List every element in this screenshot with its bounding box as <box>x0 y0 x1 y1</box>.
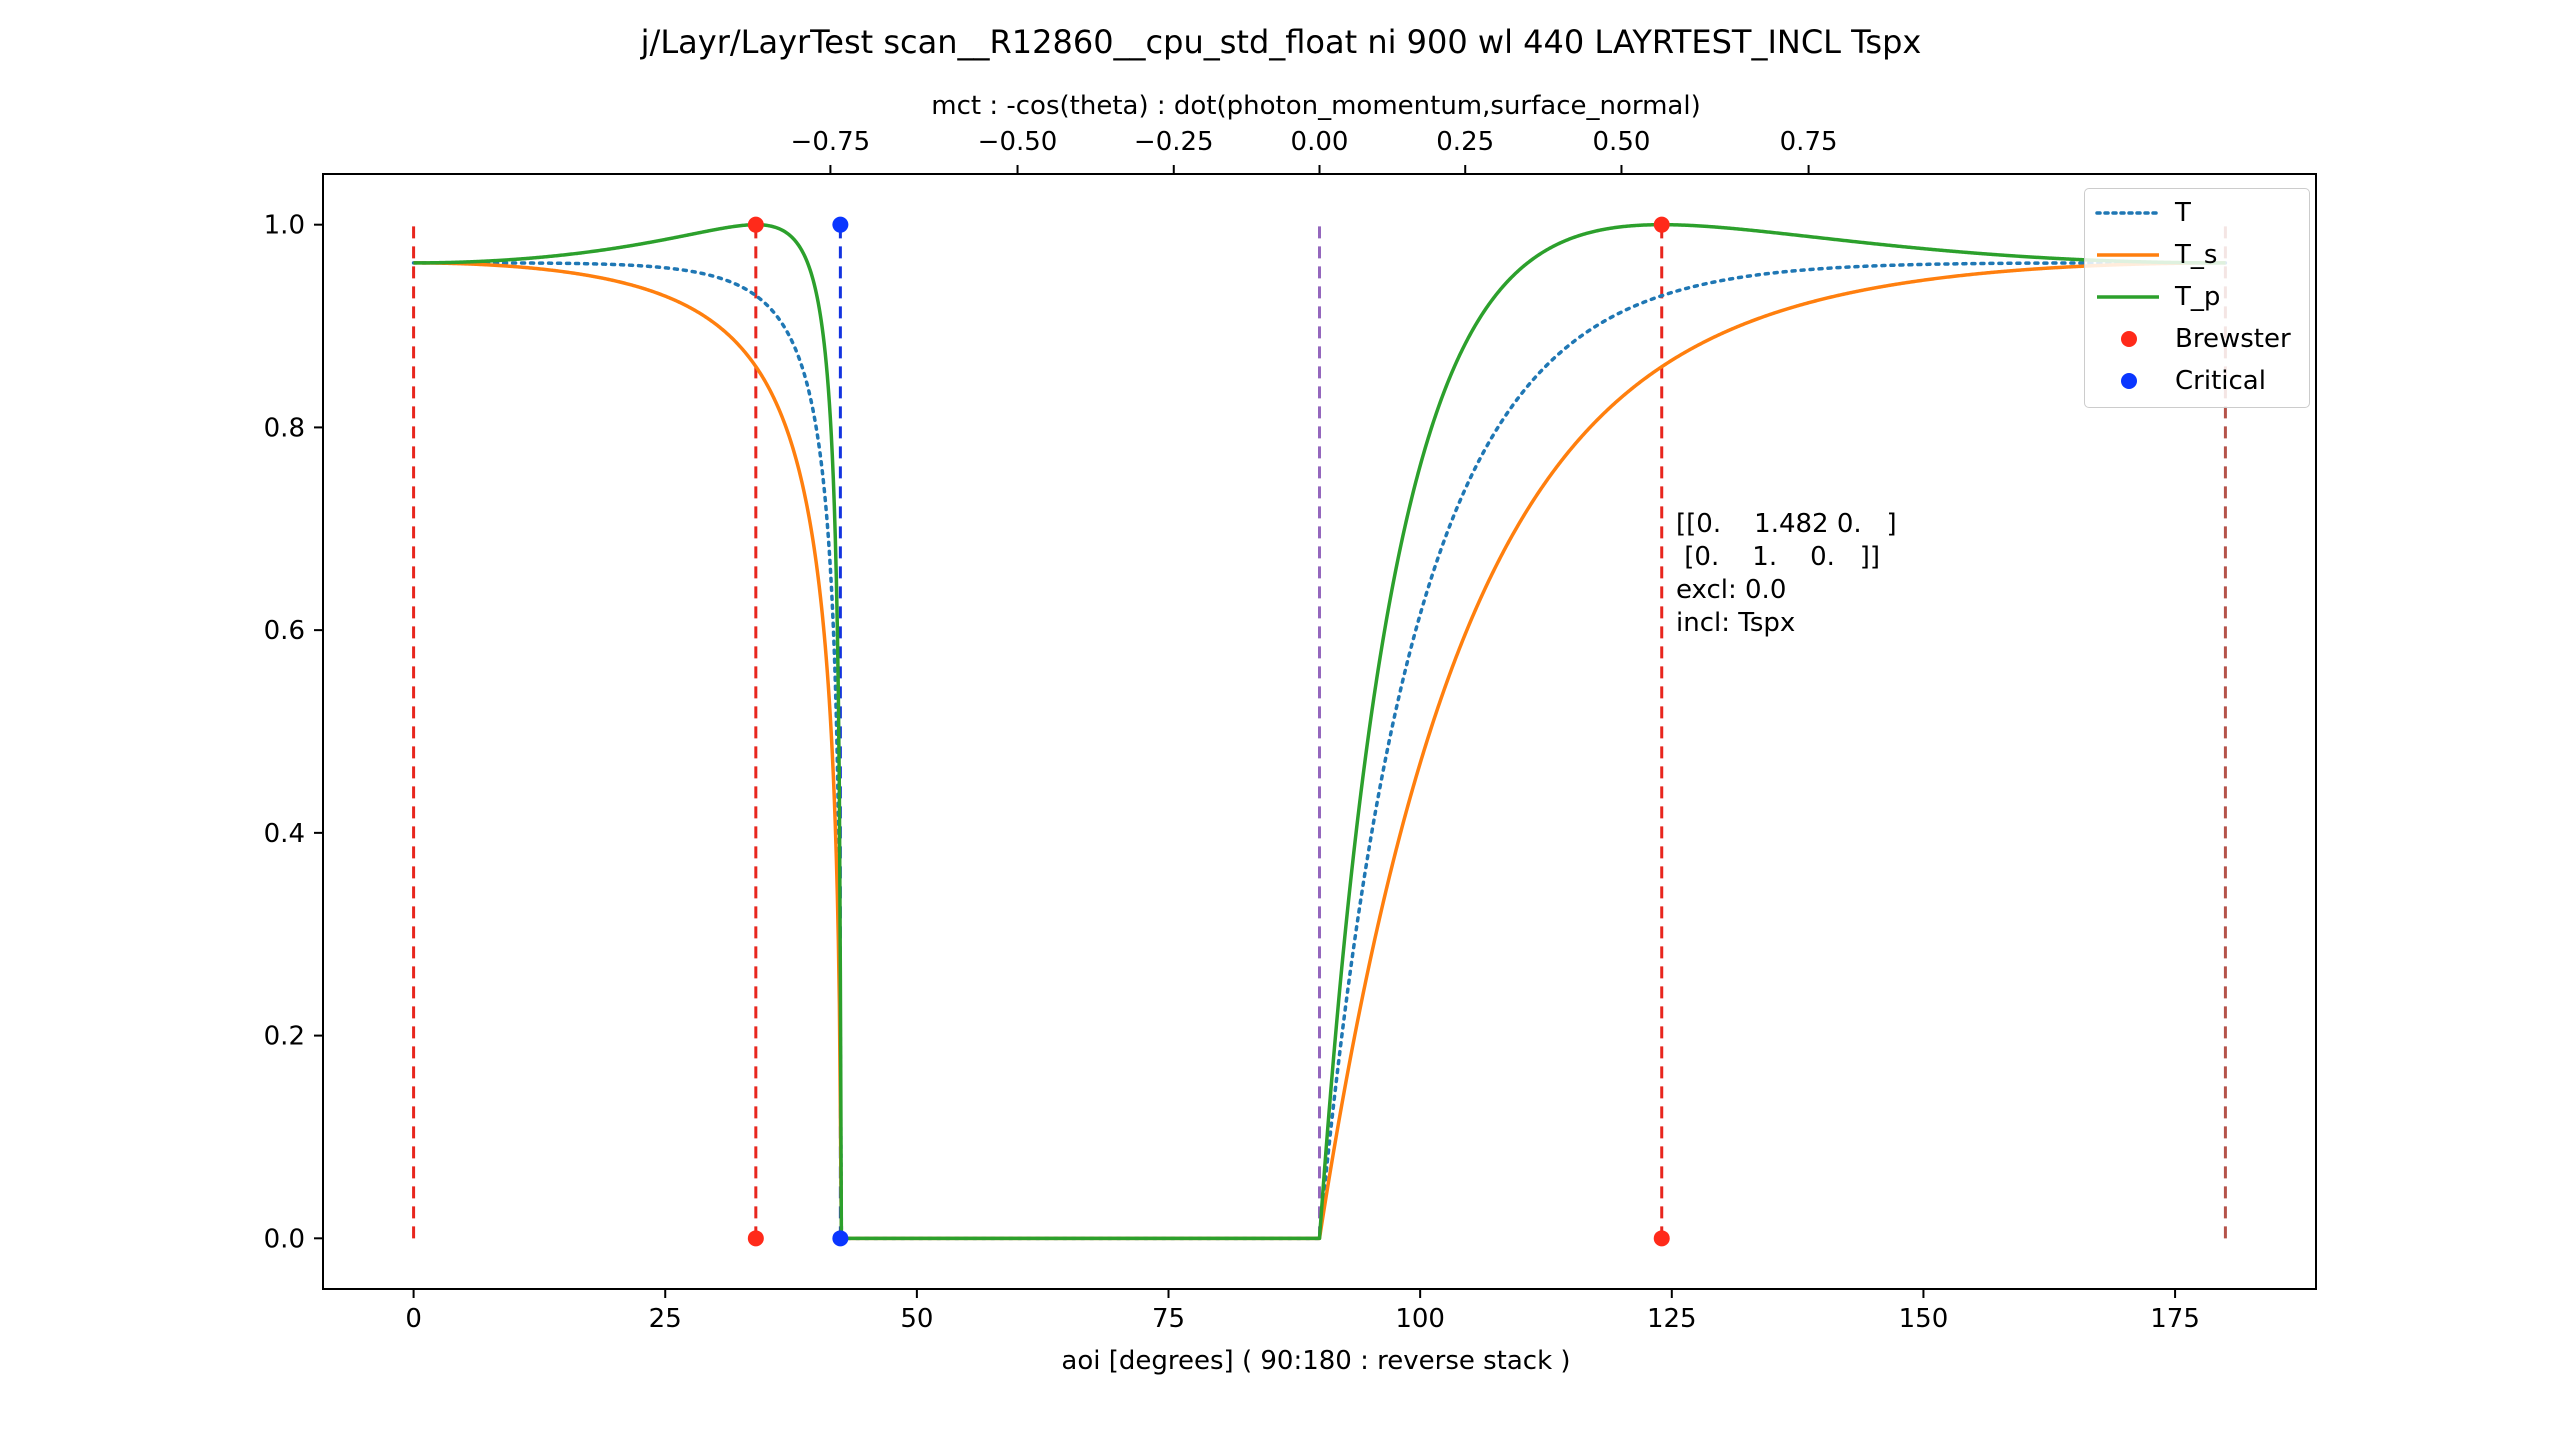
critical-marker <box>832 216 849 233</box>
top-tick-label: −0.50 <box>978 127 1058 157</box>
x-axis-label: aoi [degrees] ( 90:180 : reverse stack ) <box>1061 1346 1570 1376</box>
x-tick-label: 0 <box>405 1304 422 1334</box>
brewster-marker <box>747 1230 764 1247</box>
y-tick-label: 0.4 <box>264 819 305 849</box>
legend-swatch-brewster <box>2121 331 2137 347</box>
annotation-line: incl: Tspx <box>1676 608 1796 638</box>
top-tick-label: −0.75 <box>791 127 871 157</box>
legend-swatch-t <box>2095 211 2161 215</box>
top-tick-label: −0.25 <box>1134 127 1214 157</box>
brewster-marker <box>1653 216 1670 233</box>
x-tick-label: 25 <box>649 1304 682 1334</box>
x-tick-label: 150 <box>1899 1304 1949 1334</box>
legend-swatch-critical <box>2121 373 2137 389</box>
annotation-text: [[0. 1.482 0. ] [0. 1. 0. ]] excl: 0.0 inc… <box>1676 508 1897 640</box>
plot-area <box>411 216 2228 1247</box>
annotation-line: [[0. 1.482 0. ] <box>1676 509 1897 539</box>
legend-swatch-t-s <box>2097 253 2159 257</box>
top-tick-label: 0.00 <box>1291 127 1349 157</box>
legend-item-t-p: T_p <box>2085 277 2311 317</box>
top-tick-label: 0.25 <box>1436 127 1494 157</box>
legend: T T_s T_p Brewster Critical <box>2084 188 2310 408</box>
legend-label-t-s: T_s <box>2175 240 2218 270</box>
y-tick-label: 0.2 <box>264 1022 305 1052</box>
annotation-line: [0. 1. 0. ]] <box>1676 542 1881 572</box>
y-tick-label: 0.8 <box>264 413 305 443</box>
legend-label-t: T <box>2175 198 2191 228</box>
y-tick-label: 1.0 <box>264 211 305 241</box>
x-tick-label: 175 <box>2150 1304 2200 1334</box>
annotation-line: excl: 0.0 <box>1676 575 1787 605</box>
legend-item-t-s: T_s <box>2085 235 2311 275</box>
top-tick-label: 0.75 <box>1780 127 1838 157</box>
legend-item-t: T <box>2085 193 2311 233</box>
y-tick-label: 0.0 <box>264 1224 305 1254</box>
brewster-marker <box>1653 1230 1670 1247</box>
legend-item-brewster: Brewster <box>2085 319 2311 359</box>
legend-swatch-t-p <box>2097 295 2159 299</box>
top-tick-label: 0.50 <box>1593 127 1651 157</box>
legend-label-critical: Critical <box>2175 366 2266 396</box>
legend-label-brewster: Brewster <box>2175 324 2291 354</box>
axes: 0 25 50 75 100 125 150 175 0.0 0.2 0.4 0.6 0.8 1.0 −0.… <box>264 127 2200 1334</box>
x-tick-label: 100 <box>1395 1304 1445 1334</box>
legend-item-critical: Critical <box>2085 361 2311 401</box>
x-tick-label: 125 <box>1647 1304 1697 1334</box>
top-axis-label: mct : -cos(theta) : dot(photon_momentum,… <box>931 91 1700 121</box>
series-line-t-p <box>412 222 2227 1241</box>
chart-title: j/Layr/LayrTest scan__R12860__cpu_std_fl… <box>640 23 1922 61</box>
x-tick-label: 75 <box>1152 1304 1185 1334</box>
critical-marker <box>832 1230 849 1247</box>
legend-label-t-p: T_p <box>2175 282 2221 312</box>
y-tick-label: 0.6 <box>264 616 305 646</box>
brewster-marker <box>747 216 764 233</box>
x-tick-label: 50 <box>900 1304 933 1334</box>
